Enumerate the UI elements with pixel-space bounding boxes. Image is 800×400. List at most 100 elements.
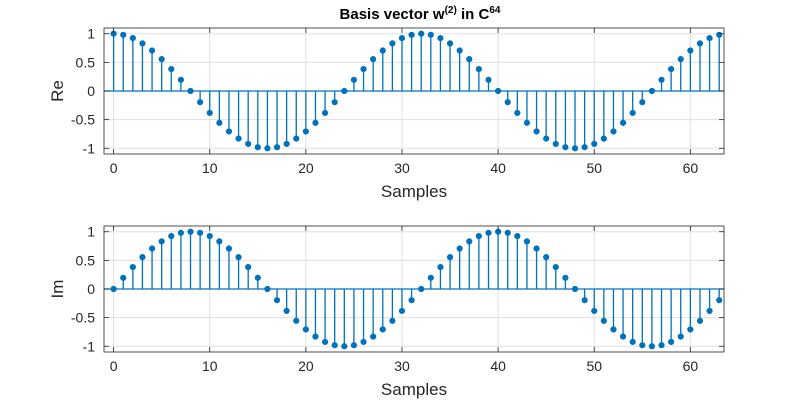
im-marker-14 [245,263,252,271]
im-marker-31 [408,297,415,304]
im-marker-2 [129,263,136,271]
re-marker-40 [495,87,502,95]
re-marker-55 [639,99,646,106]
re-marker-49 [581,144,588,151]
re-marker-23 [331,99,338,106]
re-marker-30 [398,34,406,42]
re-marker-57 [658,76,665,83]
re-x-tick-label-3: 30 [394,160,410,176]
im-marker-17 [273,297,281,304]
re-marker-43 [523,119,531,126]
im-marker-45 [543,254,550,261]
im-marker-63 [716,297,723,304]
im-marker-6 [168,232,175,240]
re-x-tick-label-6: 60 [683,160,699,176]
re-marker-10 [206,109,213,117]
re-x-tick-label-0: 0 [110,160,118,176]
im-marker-32 [418,285,425,293]
re-marker-48 [571,145,579,152]
im-marker-25 [350,342,358,349]
im-marker-47 [562,274,569,281]
im-x-tick-label-2: 20 [298,358,314,374]
im-marker-44 [533,245,540,252]
re-marker-6 [168,65,175,73]
re-marker-46 [552,140,559,148]
re-marker-16 [264,145,271,152]
re-x-tick-label-2: 20 [298,160,314,176]
re-marker-41 [504,99,511,106]
im-marker-5 [158,238,165,245]
im-marker-39 [485,229,492,236]
im-marker-24 [341,343,348,350]
re-x-tick-label-5: 50 [586,160,602,176]
re-marker-24 [341,87,348,95]
im-marker-33 [427,274,434,281]
im-marker-4 [148,245,156,252]
re-marker-63 [716,31,723,38]
im-marker-37 [466,238,473,245]
re-marker-3 [139,40,146,47]
re-marker-13 [235,135,242,142]
re-marker-58 [668,65,675,73]
re-marker-15 [254,144,261,151]
re-marker-17 [273,144,281,151]
im-y-tick-label-3: -0.5 [71,310,95,326]
re-marker-22 [321,109,329,117]
im-marker-35 [446,254,454,261]
im-marker-55 [639,342,646,349]
im-marker-34 [437,263,444,271]
re-y-tick-label-3: -0.5 [71,112,95,128]
re-marker-36 [456,47,463,54]
im-marker-10 [206,232,213,240]
im-marker-0 [110,285,117,293]
re-marker-47 [562,144,569,151]
im-marker-60 [687,326,694,333]
im-marker-38 [475,232,482,240]
re-marker-4 [148,47,156,54]
re-marker-33 [427,31,434,38]
im-y-tick-label-0: 1 [87,224,95,240]
im-marker-52 [610,326,617,333]
re-marker-9 [197,99,204,106]
re-x-axis-label: Samples [381,182,447,201]
im-marker-41 [504,229,511,236]
re-marker-1 [120,31,127,38]
re-marker-54 [629,109,636,117]
im-x-tick-label-3: 30 [394,358,410,374]
re-marker-32 [418,30,425,37]
re-y-tick-label-0: 1 [87,26,95,42]
re-marker-35 [446,40,454,47]
im-marker-36 [456,245,463,252]
im-marker-28 [379,326,386,333]
re-marker-31 [408,31,415,38]
im-marker-7 [177,229,184,236]
re-marker-38 [475,65,482,73]
re-x-tick-label-4: 40 [490,160,506,176]
im-marker-42 [514,232,521,240]
re-marker-8 [187,87,194,95]
re-marker-61 [696,40,704,47]
im-marker-18 [283,307,290,315]
im-x-axis-label: Samples [381,380,447,399]
im-marker-43 [523,238,531,245]
im-marker-8 [187,228,194,235]
im-x-tick-label-5: 50 [586,358,602,374]
imaginary-part-plot: 0 10 20 30 40 50 60 1 0.5 0 -0.5 -1 Samples Im [48,224,725,399]
re-marker-29 [389,40,396,47]
im-marker-61 [696,317,704,324]
im-marker-16 [264,285,271,293]
real-part-plot: 0 10 20 30 40 50 60 1 0.5 0 -0.5 -1 Samples Re [48,26,725,201]
re-marker-62 [706,34,713,42]
re-marker-28 [379,47,386,54]
re-marker-14 [245,140,252,148]
re-marker-51 [600,135,607,142]
re-marker-20 [302,128,309,135]
chart-title-superscript-2: 64 [489,5,501,16]
im-marker-59 [677,333,684,340]
im-x-tick-label-1: 10 [202,358,218,374]
re-marker-37 [466,56,473,63]
im-marker-51 [600,317,607,324]
im-x-tick-label-6: 60 [683,358,699,374]
im-marker-13 [235,254,242,261]
